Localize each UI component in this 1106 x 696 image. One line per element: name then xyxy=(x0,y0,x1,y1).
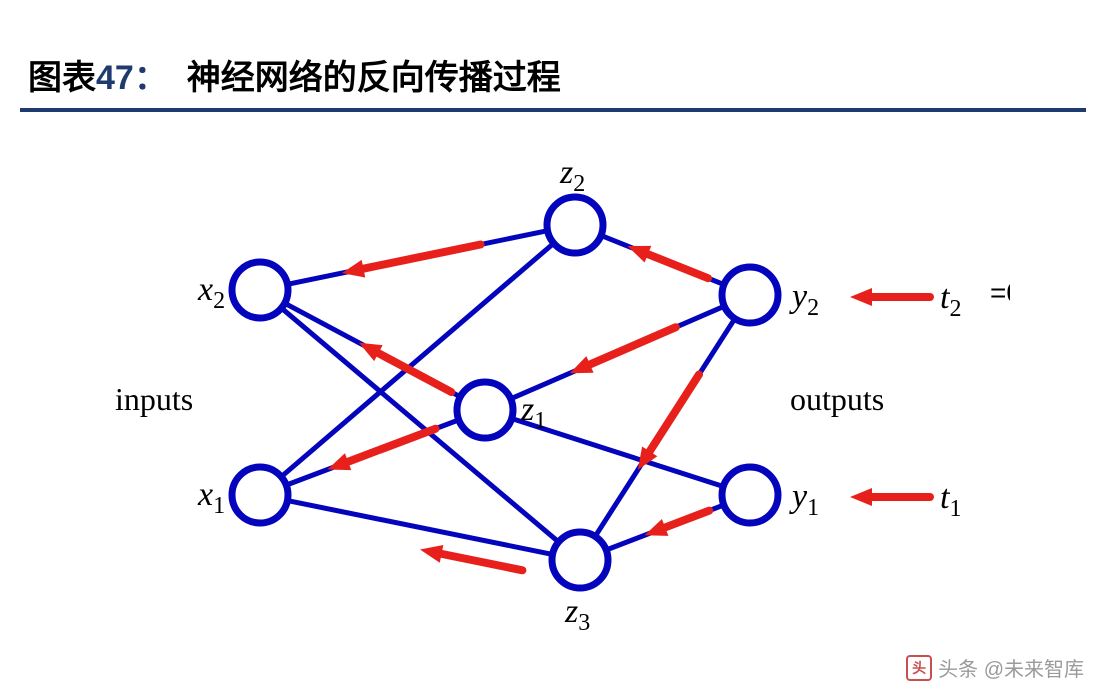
arrow-abs-9-head xyxy=(850,488,872,506)
label-x1: x1 xyxy=(197,476,225,519)
edge-x1-z3 xyxy=(287,501,552,555)
node-y2 xyxy=(722,267,778,323)
arrow-y2-z1-shaft xyxy=(590,327,676,364)
arrow-y2-z2-shaft xyxy=(648,254,708,278)
watermark: 头 头条 @未来智库 xyxy=(906,653,1084,682)
label-y1: y1 xyxy=(789,478,819,521)
watermark-text: 头条 @未来智库 xyxy=(938,653,1084,682)
arrow-y1-z3-shaft xyxy=(665,511,709,528)
title-text: 神经网络的反向传播过程 xyxy=(187,59,561,97)
node-z2 xyxy=(547,197,603,253)
label-x2: x2 xyxy=(197,271,225,314)
arrow-abs-8-head xyxy=(850,288,872,306)
arrow-z3-x1-shaft xyxy=(442,554,523,570)
arrow-z1-x1-shaft xyxy=(348,429,435,462)
arrow-y1-z3-head xyxy=(645,519,669,536)
watermark-icon: 头 xyxy=(906,655,932,681)
layer-label-outputs: outputs xyxy=(790,381,884,417)
arrow-z2-x2-shaft xyxy=(363,245,480,269)
title-rule xyxy=(20,108,1086,112)
target-label-t1: t1 xyxy=(940,479,961,522)
title-colon: ： xyxy=(134,59,168,97)
node-z1 xyxy=(457,382,513,438)
arrow-y2-z1-head xyxy=(570,356,594,373)
node-x1 xyxy=(232,467,288,523)
target-label-t2: t2 xyxy=(940,279,961,322)
title-number: 47 xyxy=(96,59,134,97)
arrow-z1-x1-head xyxy=(328,453,352,470)
node-y1 xyxy=(722,467,778,523)
label-y2: y2 xyxy=(789,278,819,321)
arrow-y2-z3-shaft xyxy=(650,375,699,452)
label-z3: z3 xyxy=(564,593,590,636)
arrow-y2-z2-head xyxy=(628,246,652,263)
node-z3 xyxy=(552,532,608,588)
arrow-z3-x1-head xyxy=(420,545,443,563)
layer-label-inputs: inputs xyxy=(115,381,193,417)
label-z1: z1 xyxy=(520,391,546,434)
label-z2: z2 xyxy=(559,154,585,197)
target-value-t2: =0.014 xyxy=(990,277,1010,308)
network-diagram: x2 x1 z2 z1 z3 y2 y1 inputs outputs t2 =0.014 t1 xyxy=(110,150,1010,650)
node-x2 xyxy=(232,262,288,318)
title-prefix: 图表 xyxy=(28,59,96,97)
figure-title: 图表47： 神经网络的反向传播过程 xyxy=(28,50,561,99)
